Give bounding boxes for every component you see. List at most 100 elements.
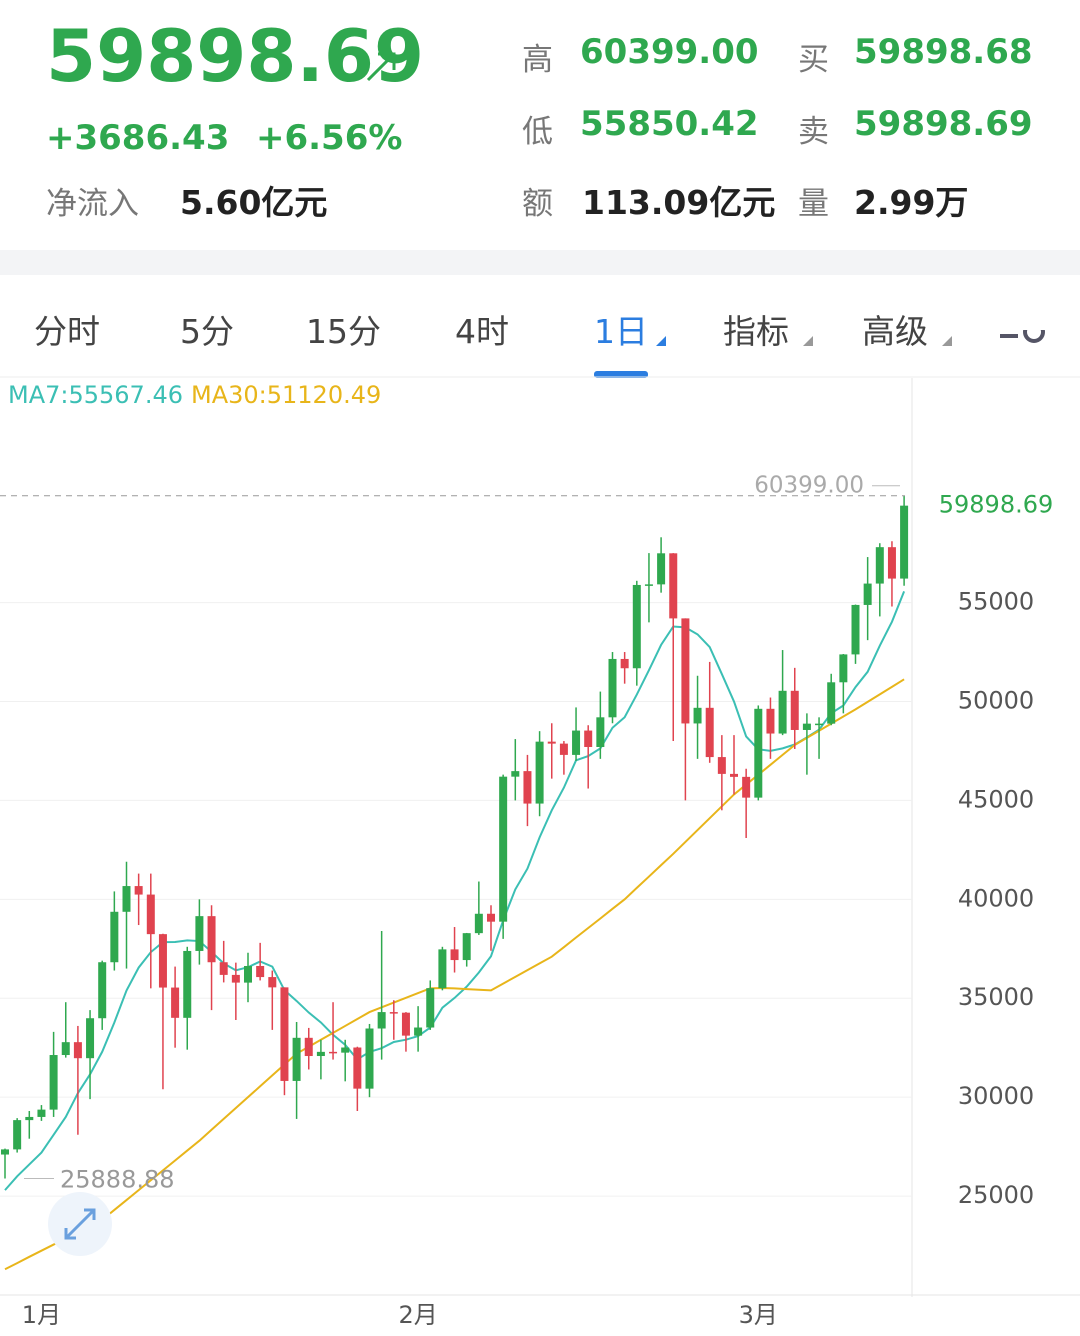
candle-body bbox=[608, 658, 617, 718]
y-tick-label: 50000 bbox=[958, 686, 1034, 714]
candle-body bbox=[523, 771, 532, 804]
candle-body bbox=[146, 894, 155, 935]
candle-body bbox=[256, 965, 265, 978]
candle-body bbox=[329, 1051, 338, 1054]
x-tick-label: 1月 bbox=[22, 1301, 61, 1329]
candle-body bbox=[559, 743, 568, 755]
candle-body bbox=[766, 708, 775, 734]
x-tick-label: 3月 bbox=[739, 1301, 778, 1329]
candle-body bbox=[863, 583, 872, 605]
candle-body bbox=[742, 776, 751, 798]
candle-body bbox=[183, 950, 192, 1018]
ma-line bbox=[4, 590, 906, 1191]
candle-body bbox=[657, 553, 666, 585]
stat-value: 2.99万 bbox=[854, 183, 969, 222]
candle-body bbox=[511, 771, 520, 777]
tab[interactable]: 高级 bbox=[862, 312, 928, 351]
candle-body bbox=[438, 949, 447, 989]
candle-body bbox=[304, 1037, 313, 1057]
candle-body bbox=[790, 690, 799, 730]
stat-value: 55850.42 bbox=[580, 104, 759, 144]
candle-body bbox=[827, 682, 836, 724]
candle-body bbox=[61, 1042, 70, 1056]
candle-body bbox=[632, 584, 641, 669]
candle-body bbox=[875, 547, 884, 584]
candle-body bbox=[693, 707, 702, 724]
inflow-label: 净流入 bbox=[46, 186, 139, 222]
candle-body bbox=[49, 1055, 58, 1110]
expand-icon bbox=[64, 1208, 96, 1240]
tab[interactable]: 分时 bbox=[34, 312, 100, 351]
inflow-value: 5.60亿元 bbox=[180, 183, 328, 222]
candle-body bbox=[268, 977, 277, 988]
stat-label: 额 bbox=[522, 186, 553, 222]
candle-body bbox=[644, 584, 653, 586]
y-tick-label: 45000 bbox=[958, 785, 1034, 813]
candle-body bbox=[596, 717, 605, 747]
candle-body bbox=[195, 916, 204, 951]
price: 59898.69 bbox=[46, 14, 425, 98]
candle-body bbox=[802, 723, 811, 730]
stat-label: 低 bbox=[522, 114, 553, 150]
change-pct: +6.56% bbox=[256, 118, 403, 158]
candle-body bbox=[730, 773, 738, 777]
separator bbox=[0, 250, 1080, 275]
candle-body bbox=[584, 730, 593, 747]
candle-body bbox=[754, 708, 763, 798]
candle-body bbox=[815, 723, 824, 726]
change: +3686.43 bbox=[46, 118, 230, 158]
candle-body bbox=[365, 1028, 374, 1089]
candle-body bbox=[426, 988, 435, 1028]
legend-entry: MA30:51120.49 bbox=[191, 381, 381, 409]
candle-body bbox=[778, 690, 787, 734]
candle-body bbox=[158, 934, 167, 988]
candle-body bbox=[73, 1042, 82, 1059]
chart: 25000 30000 35000 40000 45000 50000 55000 1月 2月 3… bbox=[0, 378, 1080, 1329]
high-label: 60399.00 bbox=[754, 472, 864, 498]
candle-body bbox=[171, 987, 180, 1018]
candle-body bbox=[13, 1120, 22, 1150]
stat-value: 60399.00 bbox=[580, 32, 759, 72]
candle-body bbox=[207, 916, 216, 963]
stat-label: 卖 bbox=[798, 114, 829, 150]
candle-body bbox=[244, 965, 252, 983]
candle-body bbox=[462, 933, 471, 961]
candle-body bbox=[353, 1047, 362, 1089]
candle-body bbox=[341, 1047, 350, 1053]
candle-body bbox=[900, 505, 909, 579]
x-tick-label: 2月 bbox=[398, 1301, 437, 1329]
candle-body bbox=[389, 1012, 398, 1014]
candle-body bbox=[450, 949, 459, 961]
stat-label: 量 bbox=[798, 186, 829, 222]
tab-active[interactable]: 1日 bbox=[594, 312, 648, 351]
stat-value: 59898.69 bbox=[854, 104, 1033, 144]
candle-body bbox=[487, 913, 495, 922]
candle-body bbox=[219, 962, 228, 975]
candle-body bbox=[547, 741, 556, 744]
last-price: 59898.69 bbox=[939, 491, 1054, 519]
tab[interactable]: 5分 bbox=[180, 312, 234, 351]
tab-decor bbox=[0, 330, 1080, 378]
candle-body bbox=[717, 757, 726, 774]
candle-body bbox=[25, 1116, 34, 1121]
stat-value: 59898.68 bbox=[854, 32, 1033, 72]
tab[interactable]: 指标 bbox=[723, 312, 789, 351]
candle-body bbox=[316, 1051, 325, 1057]
stat-value: 113.09亿元 bbox=[582, 183, 776, 222]
tab[interactable]: 15分 bbox=[306, 312, 381, 351]
tab[interactable]: 4时 bbox=[455, 312, 509, 351]
candle-body bbox=[1, 1149, 9, 1155]
candle-body bbox=[280, 987, 289, 1081]
candle-body bbox=[292, 1037, 301, 1081]
candle-body bbox=[134, 886, 143, 895]
candle-body bbox=[681, 618, 690, 724]
y-tick-label: 40000 bbox=[958, 884, 1034, 912]
stat-label: 高 bbox=[522, 42, 553, 78]
candle-body bbox=[839, 654, 848, 683]
candle-body bbox=[669, 553, 678, 619]
candle-body bbox=[414, 1027, 423, 1036]
candle-body bbox=[231, 974, 240, 983]
candle-body bbox=[37, 1109, 46, 1117]
up-arrow bbox=[366, 52, 396, 82]
candle-body bbox=[98, 962, 107, 1019]
